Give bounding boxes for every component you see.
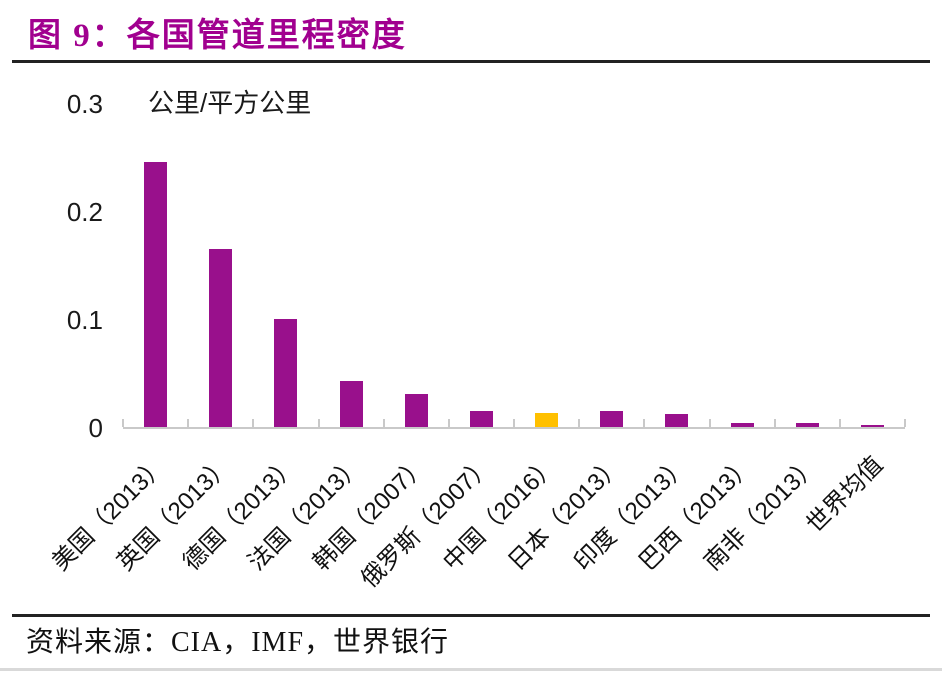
- y-axis-tick-label: 0.2: [66, 197, 103, 227]
- bar-12: [860, 424, 884, 427]
- source-note: 资料来源：CIA，IMF，世界银行: [26, 627, 450, 658]
- x-axis-tick-mark: [187, 419, 190, 427]
- bar-5: [404, 393, 428, 427]
- x-axis-tick-mark: [708, 419, 711, 427]
- x-axis-baseline: [123, 427, 905, 429]
- y-axis-tick-label: 0.3: [66, 89, 103, 119]
- x-axis-tick-mark: [773, 419, 776, 427]
- page-bottom-border: [0, 668, 942, 671]
- figure-title: 图 9：各国管道里程密度: [28, 18, 407, 54]
- bar-8: [600, 410, 624, 427]
- y-axis-tick-label: 0: [88, 413, 103, 443]
- x-axis-label-4: 法国（2013）: [242, 451, 368, 577]
- x-axis-tick-mark: [838, 419, 841, 427]
- bar-10: [730, 422, 754, 427]
- bar-2: [209, 248, 233, 427]
- bar-9: [665, 414, 689, 427]
- bar-6: [469, 410, 493, 427]
- x-axis-tick-mark: [317, 419, 320, 427]
- y-axis-tick-label: 0.1: [66, 305, 103, 335]
- title-separator-line: [12, 60, 930, 63]
- x-axis-tick-mark: [122, 419, 124, 427]
- y-axis-unit-label: 公里/平方公里: [148, 88, 312, 118]
- x-axis-tick-mark: [643, 419, 646, 427]
- x-axis-tick-mark: [252, 419, 255, 427]
- bar-4: [339, 380, 363, 427]
- bar-7: [535, 412, 559, 427]
- x-axis-tick-mark: [904, 419, 906, 427]
- x-axis-tick-mark: [513, 419, 515, 427]
- x-axis-tick-mark: [578, 419, 581, 427]
- footer-separator-line: [12, 614, 930, 617]
- x-axis-tick-mark: [382, 419, 385, 427]
- bar-3: [274, 319, 298, 427]
- x-axis-label-10: 巴西（2013）: [633, 451, 759, 577]
- x-axis-tick-mark: [447, 419, 450, 427]
- bar-1: [144, 162, 168, 427]
- bar-11: [795, 422, 819, 427]
